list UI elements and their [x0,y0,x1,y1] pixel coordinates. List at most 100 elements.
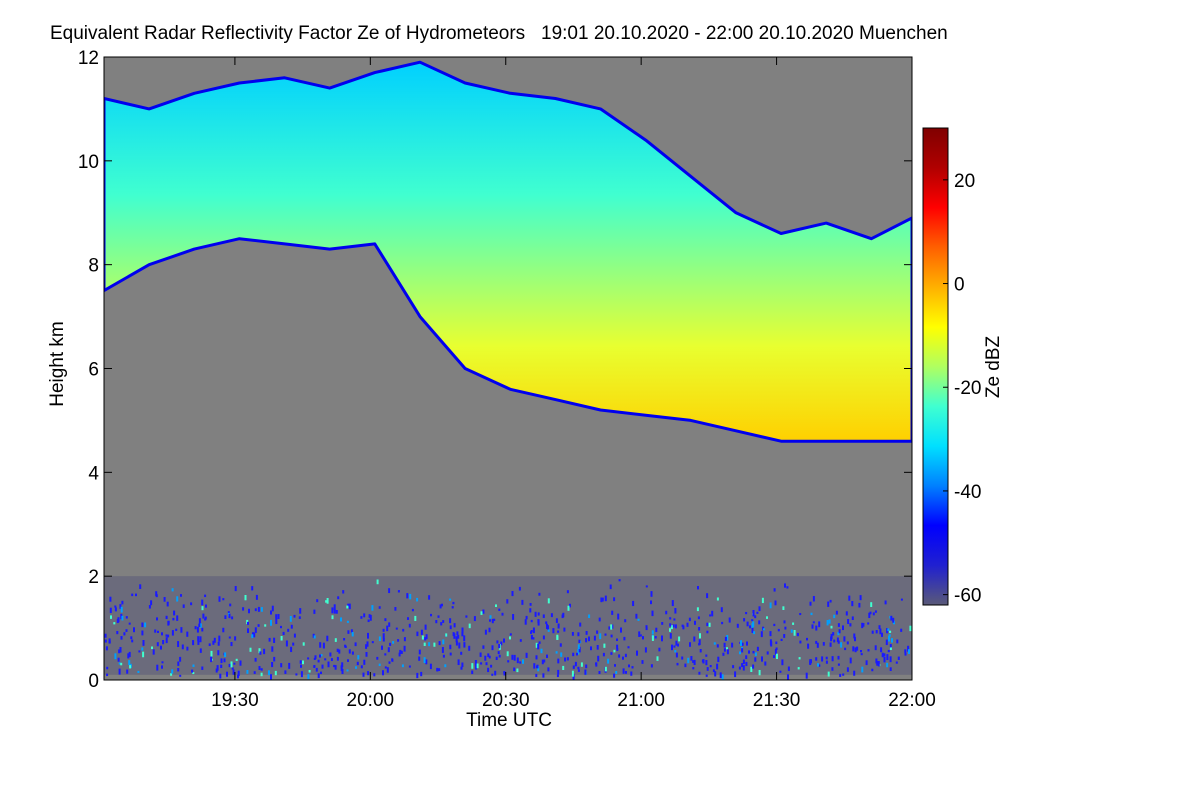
echo-pixel [817,663,819,667]
echo-pixel [155,591,158,597]
echo-pixel [260,607,263,612]
echo-pixel [687,657,690,664]
echo-pixel [671,600,674,607]
echo-pixel [705,660,708,666]
echo-pixel [166,601,169,607]
echo-pixel [271,605,274,612]
echo-pixel [830,636,833,642]
echo-pixel [489,615,492,619]
echo-pixel [848,595,851,601]
echo-pixel [535,642,538,648]
echo-pixel [538,592,541,596]
echo-pixel [288,662,291,669]
echo-pixel [403,645,406,652]
echo-pixel [387,647,390,653]
echo-pixel [437,615,440,618]
echo-pixel [465,615,468,618]
echo-pixel [557,669,560,675]
echo-pixel [846,641,849,645]
echo-pixel [706,630,709,634]
echo-pixel [274,670,277,676]
echo-pixel [346,605,349,609]
echo-pixel [874,610,877,613]
echo-pixel [875,658,878,664]
echo-pixel [604,666,607,672]
echo-pixel [329,652,332,657]
echo-pixel [191,669,194,673]
echo-pixel [787,666,790,671]
echo-pixel [613,649,616,653]
echo-pixel [777,628,780,632]
echo-pixel [607,658,610,664]
echo-pixel [566,590,569,594]
echo-pixel [440,622,443,626]
echo-pixel [797,667,800,670]
echo-pixel [622,656,624,660]
echo-pixel [201,606,204,611]
echo-pixel [341,668,344,675]
echo-pixel [192,672,195,675]
echo-pixel [726,649,729,655]
y-axis: 0 2 4 6 8 10 12 [78,48,912,692]
echo-pixel [319,654,321,658]
echo-pixel [237,670,240,677]
echo-pixel [161,665,163,669]
echo-pixel [177,668,180,672]
echo-pixel [320,654,323,657]
echo-pixel [904,649,907,654]
echo-pixel [420,629,423,635]
echo-pixel [604,595,607,602]
echo-pixel [601,597,604,602]
echo-pixel [351,651,354,655]
y-tick-label: 8 [88,256,99,277]
echo-pixel [336,656,339,661]
echo-pixel [367,671,370,676]
echo-pixel [831,667,834,671]
echo-pixel [170,673,173,676]
echo-pixel [624,653,627,658]
echo-pixel [239,660,242,666]
echo-pixel [226,671,228,677]
echo-pixel [719,672,722,679]
echo-pixel [155,594,158,598]
echo-pixel [167,634,170,638]
echo-pixel [455,636,458,643]
echo-pixel [830,625,833,629]
echo-pixel [884,600,887,605]
echo-pixel [712,669,715,672]
echo-pixel [198,623,201,628]
echo-pixel [316,599,319,603]
echo-pixel [851,601,854,607]
echo-pixel [681,656,684,660]
echo-pixel [620,627,622,633]
echo-pixel [333,609,336,614]
echo-pixel [248,608,250,614]
echo-pixel [630,671,633,676]
echo-pixel [173,610,176,616]
echo-pixel [535,673,538,678]
echo-pixel [165,615,168,620]
echo-pixel [706,667,709,671]
echo-pixel [420,671,423,677]
echo-pixel [302,660,304,665]
echo-pixel [307,657,310,660]
echo-pixel [754,615,757,619]
echo-pixel [391,658,394,661]
echo-pixel [347,659,349,662]
echo-pixel [242,607,245,611]
echo-pixel [233,662,236,665]
echo-pixel [197,636,200,642]
echo-pixel [675,640,678,646]
echo-pixel [161,632,163,636]
echo-pixel [423,657,426,664]
echo-pixel [254,608,257,612]
x-tick-label: 20:30 [482,690,530,711]
echo-pixel [512,614,515,620]
echo-pixel [497,651,500,655]
echo-pixel [651,635,654,641]
echo-pixel [669,628,671,632]
echo-pixel [376,579,379,585]
echo-pixel [576,652,578,656]
echo-pixel [689,642,691,647]
echo-pixel [453,623,456,628]
